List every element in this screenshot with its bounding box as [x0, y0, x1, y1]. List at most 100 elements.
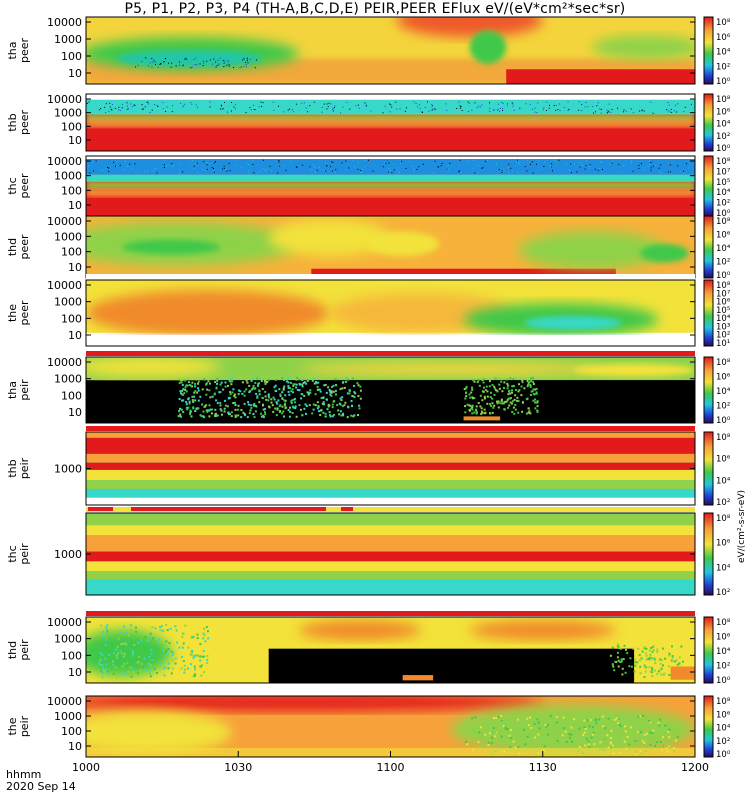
flag-bar — [86, 88, 695, 93]
y-tick-label: 100 — [61, 184, 82, 197]
colorbar-tick-label: 10⁰ — [716, 77, 731, 87]
y-tick-label: 10 — [68, 740, 82, 753]
y-tick-label: 10 — [68, 666, 82, 679]
colorbar-tick-label: 10⁶ — [716, 633, 731, 643]
colorbar-tick-label: 10⁸ — [716, 95, 731, 105]
panel-the-peer — [85, 279, 696, 347]
colorbar-tick-label: 10⁷ — [716, 167, 731, 177]
colorbar-tick-label: 10² — [716, 737, 730, 747]
flag-bar — [86, 426, 695, 431]
flag-bar — [86, 351, 695, 356]
y-tick-label: 10000 — [47, 356, 82, 369]
colorbar-tick-label: 10⁵ — [716, 306, 730, 316]
y-tick-label: 1000 — [54, 463, 82, 476]
y-tick-label: 100 — [61, 389, 82, 402]
colorbar: 10⁸ 10⁶ 10⁴ 10² 10⁰ — [703, 93, 731, 154]
y-tick-label: 1000 — [54, 373, 82, 386]
colorbar-tick-label: 10⁶ — [716, 231, 731, 241]
x-tick-label: 1000 — [72, 761, 100, 774]
spectrogram-image — [86, 432, 695, 505]
y-tick-label: 10000 — [47, 695, 82, 708]
y-tick-label: 100 — [61, 120, 82, 133]
panel-frame — [85, 356, 696, 424]
flag-bar — [86, 274, 695, 279]
colorbar-tick-label: 10⁰ — [716, 750, 731, 760]
colorbar-tick-label: 10⁶ — [716, 33, 731, 43]
colorbar: 10⁸ 10⁶ 10⁴ 10² 10⁰ — [703, 356, 731, 426]
y-tick-label: 1000 — [54, 170, 82, 183]
y-tick-label: 1000 — [54, 107, 82, 120]
colorbar-tick-label: 10⁴ — [716, 48, 731, 58]
colorbar: 10⁸ 10⁶ 10⁴ 10² 10⁰ — [703, 215, 731, 281]
panel-thd-peir — [85, 616, 696, 684]
colorbar-tick-label: 10² — [716, 498, 730, 508]
colorbar-tick-label: 10² — [716, 662, 730, 672]
colorbar-tick-label: 10² — [716, 132, 730, 142]
colorbar: 10⁸ 10⁶ 10⁴ 10² 10⁰ — [703, 695, 731, 760]
y-axis-label: thdpeir — [6, 639, 31, 661]
colorbar-tick-label: 10² — [716, 331, 730, 341]
y-tick-label: 1000 — [54, 548, 82, 561]
date-label: 2020 Sep 14 — [6, 780, 76, 793]
spectrogram-image — [86, 216, 695, 278]
y-tick-label: 10 — [68, 261, 82, 274]
colorbar-tick-label: 10⁴ — [716, 244, 731, 254]
colorbar-tick-label: 10⁷ — [716, 289, 731, 299]
colorbar-tick-label: 10⁰ — [716, 144, 731, 154]
spectrogram-image — [86, 617, 695, 683]
y-tick-label: 10000 — [47, 616, 82, 629]
y-axis-label: thepeer — [6, 300, 31, 326]
y-tick-label: 10000 — [47, 16, 82, 29]
panel-frame — [85, 616, 696, 684]
y-tick-label: 1000 — [54, 296, 82, 309]
colorbar-tick-label: 10⁶ — [716, 710, 731, 720]
spectrogram-image — [86, 696, 695, 757]
colorbar-tick-label: 10⁸ — [716, 618, 731, 628]
panel-thb-peir — [85, 431, 696, 506]
flag-bar — [86, 507, 695, 512]
colorbar-tick-label: 10⁸ — [716, 358, 731, 368]
y-tick-label: 10000 — [47, 279, 82, 292]
panel-thd-peer — [85, 215, 696, 279]
colorbar: 10⁸ 10⁶ 10⁴ 10² — [703, 431, 731, 508]
colorbar-tick-label: 10² — [716, 62, 730, 72]
colorbar-tick-label: 10⁸ — [716, 281, 731, 291]
y-tick-label: 1000 — [54, 633, 82, 646]
colorbar-tick-label: 10⁴ — [716, 188, 731, 198]
y-tick-label: 10 — [68, 329, 82, 342]
colorbar: 10⁸ 10⁶ 10⁴ 10² 10⁰ — [703, 616, 731, 686]
x-tick-label: 1130 — [529, 761, 557, 774]
y-tick-label: 1000 — [54, 33, 82, 46]
spectrogram-image — [86, 513, 695, 595]
panel-thb-peer — [85, 93, 696, 152]
colorbar-tick-label: 10⁴ — [716, 120, 731, 130]
colorbar-tick-label: 10² — [716, 588, 730, 598]
colorbar-tick-label: 10⁶ — [716, 539, 731, 549]
colorbar-tick-label: 10⁴ — [716, 387, 731, 397]
colorbar-tick-label: 10⁴ — [716, 724, 731, 734]
colorbar-tick-label: 10⁶ — [716, 455, 731, 465]
y-axis-label: thapeir — [6, 379, 31, 401]
x-tick-label: 1030 — [224, 761, 252, 774]
flag-bar — [86, 611, 695, 616]
y-axis-label: thcpeir — [6, 543, 31, 565]
spectrogram-image — [86, 94, 695, 151]
panel-the-peir — [85, 695, 696, 758]
colorbar-tick-label: 10⁴ — [716, 314, 731, 324]
y-tick-label: 10 — [68, 67, 82, 80]
colorbar-tick-label: 10⁵ — [716, 178, 730, 188]
panel-thc-peer — [85, 155, 696, 217]
y-tick-label: 1000 — [54, 710, 82, 723]
panel-tha-peir — [85, 356, 696, 424]
colorbar-tick-label: 10⁰ — [716, 416, 731, 426]
x-tick-label: 1200 — [681, 761, 709, 774]
y-axis-label: thcpeer — [6, 173, 31, 199]
colorbar: 10⁸ 10⁶ 10⁴ 10² — [703, 512, 731, 598]
colorbar: 10⁸ 10⁶ 10⁴ 10² 10⁰ — [703, 16, 731, 87]
colorbar-tick-label: 10⁸ — [716, 697, 731, 707]
colorbar-tick-label: 10⁰ — [716, 271, 731, 281]
y-axis-label: thepeir — [6, 715, 31, 737]
colorbar-tick-label: 10⁰ — [716, 676, 731, 686]
spectrogram-image — [86, 357, 695, 423]
